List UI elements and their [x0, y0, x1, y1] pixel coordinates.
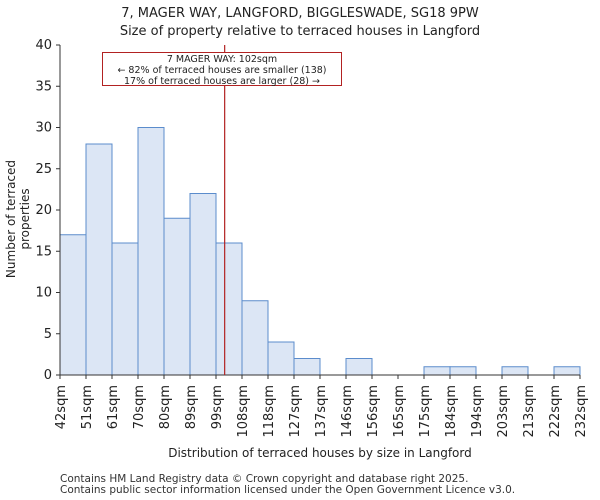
x-tick-label: 175sqm: [418, 385, 433, 438]
x-tick-label: 51sqm: [80, 385, 95, 429]
histogram-bar: [267, 341, 295, 376]
chart-title: 7, MAGER WAY, LANGFORD, BIGGLESWADE, SG1…: [121, 6, 479, 21]
x-tick-label: 89sqm: [184, 385, 199, 429]
x-tick-label: 203sqm: [496, 385, 511, 438]
x-tick-label: 184sqm: [444, 385, 459, 438]
x-tick-label: 108sqm: [236, 385, 251, 438]
y-tick-label: 30: [35, 121, 52, 136]
chart-subtitle: Size of property relative to terraced ho…: [119, 24, 481, 39]
y-tick-label: 35: [35, 79, 52, 94]
histogram-bar: [215, 242, 243, 376]
annotation-line-3: 17% of terraced houses are larger (28) →: [124, 76, 320, 87]
y-tick-label: 0: [44, 368, 52, 383]
x-tick-label: 146sqm: [340, 385, 355, 438]
x-tick-label: 70sqm: [132, 385, 147, 429]
histogram-bar: [111, 242, 139, 376]
x-tick-label: 137sqm: [314, 385, 329, 438]
histogram-bar: [553, 366, 581, 376]
histogram-bar: [501, 366, 529, 376]
x-tick-label: 127sqm: [288, 385, 303, 438]
histogram-bar: [241, 300, 269, 376]
histogram-bar: [449, 366, 477, 376]
x-tick-label: 194sqm: [470, 385, 485, 438]
x-tick-label: 42sqm: [54, 385, 69, 429]
y-tick-label: 40: [35, 38, 52, 53]
y-axis-label: Number of terraced properties: [4, 159, 32, 279]
x-tick-label: 80sqm: [158, 385, 173, 429]
x-tick-label: 61sqm: [106, 385, 121, 429]
y-tick-label: 25: [35, 162, 52, 177]
x-tick-label: 213sqm: [522, 385, 537, 438]
y-tick-label: 15: [35, 244, 52, 259]
histogram-bar: [59, 234, 87, 376]
x-axis-label: Distribution of terraced houses by size …: [168, 446, 472, 460]
x-tick-label: 232sqm: [574, 385, 589, 438]
x-tick-label: 99sqm: [210, 385, 225, 429]
histogram-bar: [293, 358, 321, 376]
annotation-line-1: 7 MAGER WAY: 102sqm: [166, 54, 278, 65]
footer-line-1: Contains HM Land Registry data © Crown c…: [60, 473, 469, 485]
histogram-bar: [423, 366, 451, 376]
annotation-box: 7 MAGER WAY: 102sqm ← 82% of terraced ho…: [102, 52, 342, 87]
x-tick-label: 222sqm: [548, 385, 563, 438]
y-tick-label: 5: [44, 327, 52, 342]
annotation-line-2: ← 82% of terraced houses are smaller (13…: [117, 65, 327, 76]
x-tick-label: 156sqm: [366, 385, 381, 438]
histogram-bar: [345, 358, 373, 376]
histogram-bar: [85, 143, 113, 376]
histogram-bar: [163, 217, 191, 376]
y-tick-label: 20: [35, 203, 52, 218]
x-tick-label: 165sqm: [392, 385, 407, 438]
y-tick-label: 10: [35, 286, 52, 301]
x-tick-label: 118sqm: [262, 385, 277, 438]
histogram-bar: [137, 127, 165, 376]
histogram-bar: [189, 193, 217, 376]
footer-line-2: Contains public sector information licen…: [60, 484, 516, 496]
